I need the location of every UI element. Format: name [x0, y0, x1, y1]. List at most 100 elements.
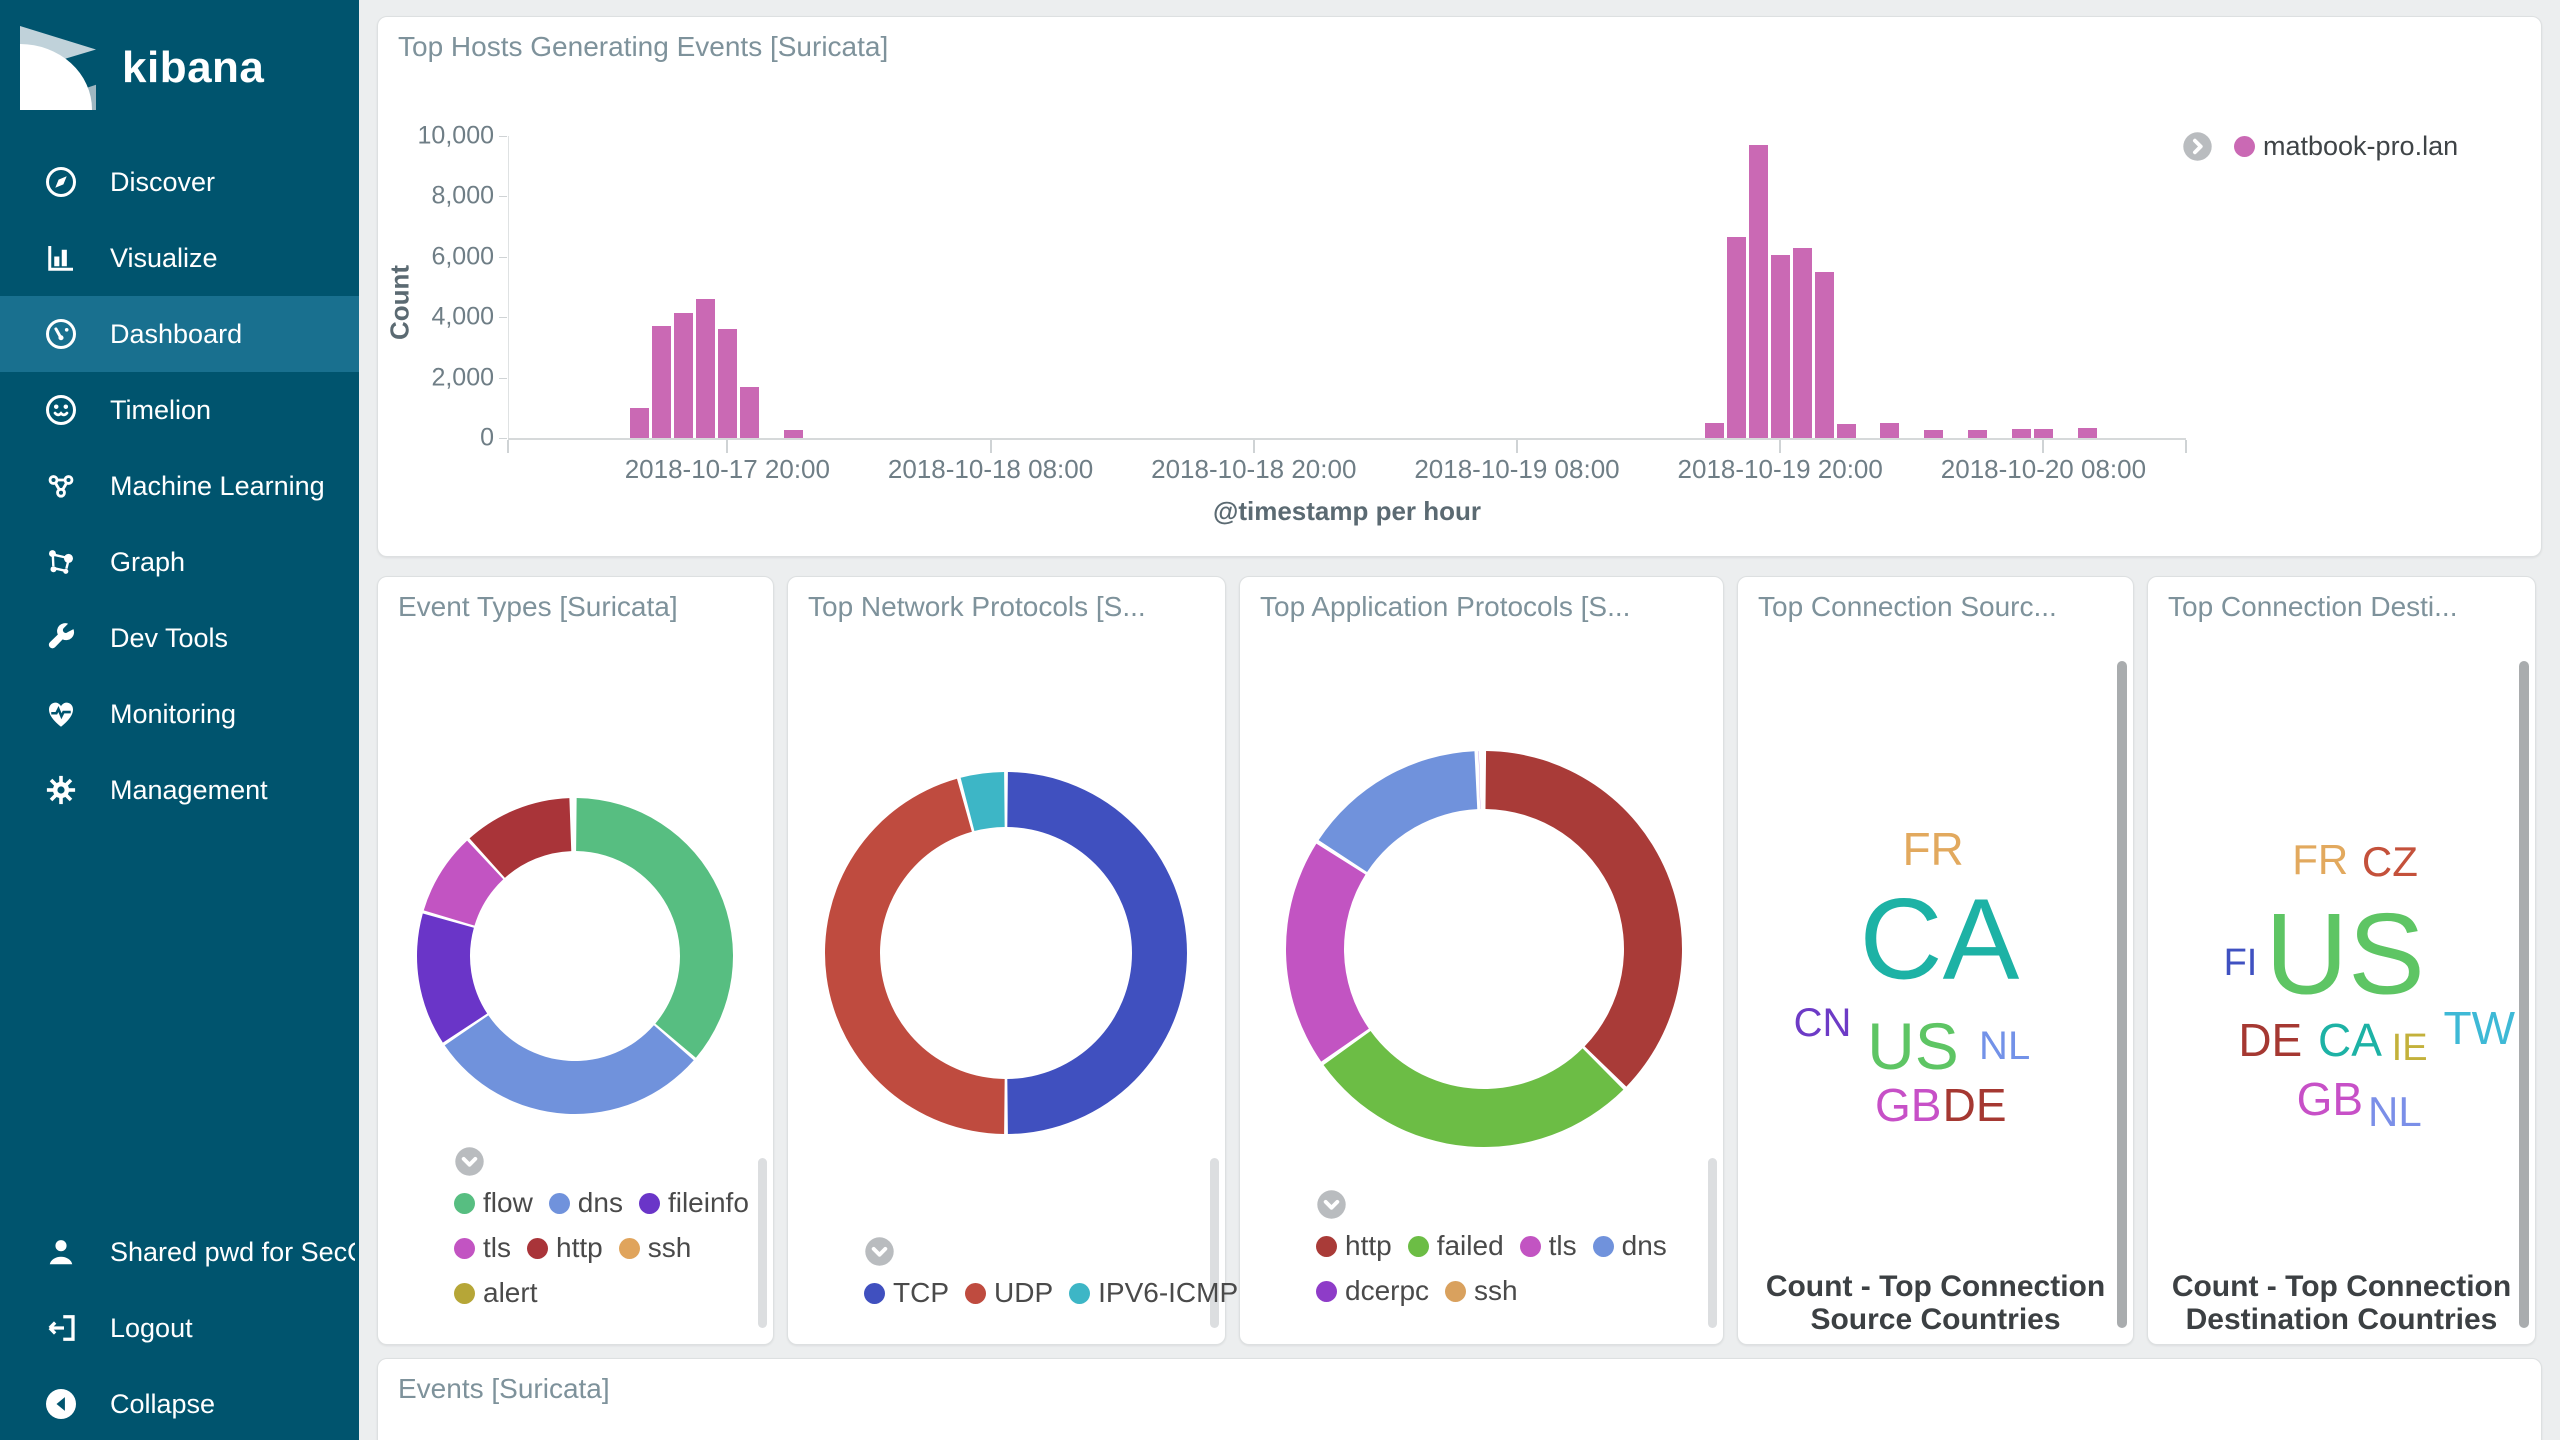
legend-item-flow[interactable]: flow	[454, 1187, 533, 1219]
slice-fileinfo[interactable]: fileinfo 13.9%	[417, 913, 488, 1043]
slice-http[interactable]: http 11.4%	[469, 798, 572, 878]
tag-word-GB[interactable]: GB	[2296, 1073, 2364, 1126]
bar-2018-10-17-16-00[interactable]	[630, 407, 650, 438]
bar-2018-10-17-18-00[interactable]	[673, 312, 693, 438]
sidebar-item-visualize[interactable]: Visualize	[0, 220, 359, 296]
legend-expand-button[interactable]	[2182, 131, 2213, 162]
legend-item-http[interactable]: http	[527, 1232, 603, 1264]
bar-2018-10-20-01-00[interactable]	[1880, 422, 1900, 438]
bar-2018-10-17-21-00[interactable]	[739, 386, 759, 438]
tag-word-DE[interactable]: DE	[2238, 1013, 2303, 1066]
slice-UDP[interactable]: UDP 45.8%	[825, 778, 1005, 1134]
sidebar-item-dev-tools[interactable]: Dev Tools	[0, 600, 359, 676]
legend-item-ssh[interactable]: ssh	[618, 1232, 691, 1264]
sidebar-item-timelion[interactable]: Timelion	[0, 372, 359, 448]
slice-flow[interactable]: flow 36.3%	[576, 798, 733, 1058]
series-color-dot[interactable]	[2234, 136, 2255, 157]
legend-item-dns[interactable]: dns	[1592, 1230, 1667, 1262]
slice-IPV6-ICMP[interactable]: IPV6-ICMP 4.2%	[960, 772, 1005, 832]
management-icon	[42, 771, 80, 809]
legend-item-fileinfo[interactable]: fileinfo	[638, 1187, 749, 1219]
legend-item-IPV6-ICMP[interactable]: IPV6-ICMP	[1069, 1277, 1238, 1309]
bar-2018-10-19-18-00[interactable]	[1726, 237, 1746, 438]
tag-word-NL[interactable]: NL	[1979, 1023, 2031, 1068]
tag-word-CA[interactable]: CA	[2318, 1013, 2382, 1066]
legend-item-alert[interactable]: alert	[454, 1277, 537, 1309]
tag-word-FR[interactable]: FR	[2292, 836, 2349, 884]
legend-item-tls[interactable]: tls	[1519, 1230, 1577, 1262]
tag-word-DE[interactable]: DE	[1942, 1078, 2007, 1131]
tag-word-CA[interactable]: CA	[1859, 875, 2020, 1004]
tag-word-IE[interactable]: IE	[2391, 1026, 2428, 1069]
legend-item-TCP[interactable]: TCP	[864, 1277, 949, 1309]
panel-scrollbar[interactable]	[758, 1158, 767, 1328]
panel-scrollbar[interactable]	[1708, 1158, 1717, 1328]
slice-tls[interactable]: tls 8.7%	[423, 840, 504, 926]
legend-collapse-button[interactable]	[864, 1236, 895, 1267]
series-label[interactable]: matbook-pro.lan	[2263, 131, 2459, 161]
legend-item-failed[interactable]: failed	[1407, 1230, 1504, 1262]
bar-2018-10-19-21-00[interactable]	[1792, 247, 1812, 438]
panel-src-countries: Top Connection Sourc... FR CA CN US NL GB DE C…	[1737, 576, 2134, 1345]
bar-2018-10-19-17-00[interactable]	[1704, 422, 1724, 438]
panel-scrollbar[interactable]	[1210, 1158, 1219, 1328]
slice-http[interactable]: http 37.4%	[1485, 751, 1682, 1087]
bar-2018-10-17-19-00[interactable]	[695, 299, 715, 438]
tag-word-NL[interactable]: NL	[2368, 1087, 2422, 1135]
slice-dcerpc[interactable]: dcerpc 0.35%	[1478, 751, 1481, 810]
sidebar-item-discover[interactable]: Discover	[0, 144, 359, 220]
legend-item-tls[interactable]: tls	[454, 1232, 511, 1264]
tag-word-US[interactable]: US	[1867, 1008, 1959, 1083]
sidebar-item-monitoring[interactable]: Monitoring	[0, 676, 359, 752]
sidebar-item-dashboard[interactable]: Dashboard	[0, 296, 359, 372]
tag-word-GB[interactable]: GB	[1875, 1078, 1942, 1131]
legend-item-label: ssh	[1474, 1275, 1518, 1306]
bar-2018-10-19-19-00[interactable]	[1748, 145, 1768, 438]
legend-item-dns[interactable]: dns	[548, 1187, 623, 1219]
tag-word-TW[interactable]: TW	[2443, 1001, 2516, 1054]
sidebar-item-label: Graph	[110, 546, 186, 577]
tag-word-FI[interactable]: FI	[2223, 941, 2258, 984]
sidebar-item-management[interactable]: Management	[0, 752, 359, 828]
legend-item-ssh[interactable]: ssh	[1445, 1275, 1518, 1307]
bar-2018-10-19-20-00[interactable]	[1770, 255, 1790, 438]
sidebar-item-graph[interactable]: Graph	[0, 524, 359, 600]
bar-2018-10-17-17-00[interactable]	[652, 326, 672, 438]
bar-2018-10-17-23-00[interactable]	[783, 430, 803, 438]
legend-item-UDP[interactable]: UDP	[965, 1277, 1053, 1309]
bar-2018-10-20-03-00[interactable]	[1924, 430, 1944, 438]
sidebar-item-collapse[interactable]: Collapse	[0, 1366, 359, 1440]
collapse-icon	[42, 1385, 80, 1423]
slice-tls[interactable]: tls 18.9%	[1286, 843, 1369, 1062]
tag-word-FR[interactable]: FR	[1902, 822, 1964, 875]
bar-2018-10-19-23-00[interactable]	[1836, 424, 1856, 438]
legend-item-dcerpc[interactable]: dcerpc	[1316, 1275, 1429, 1307]
bar-2018-10-19-22-00[interactable]	[1814, 271, 1834, 438]
bar-2018-10-20-05-00[interactable]	[1968, 429, 1988, 438]
x-axis-tick-label: 2018-10-19 20:00	[1677, 454, 1883, 484]
bar-2018-10-20-07-00[interactable]	[2011, 428, 2031, 438]
sidebar-item-machine-learning[interactable]: Machine Learning	[0, 448, 359, 524]
legend-collapse-button[interactable]	[454, 1146, 485, 1177]
legend-item-http[interactable]: http	[1316, 1230, 1392, 1262]
panel-scrollbar[interactable]	[2117, 661, 2127, 1328]
legend-collapse-button[interactable]	[1316, 1189, 1347, 1220]
tag-word-CZ[interactable]: CZ	[2361, 838, 2418, 886]
sidebar-item-logout[interactable]: Logout	[0, 1290, 359, 1366]
tag-word-CN[interactable]: CN	[1793, 1000, 1852, 1045]
slice-failed[interactable]: failed 27.8%	[1323, 1031, 1624, 1147]
panel-title-network-protocols: Top Network Protocols [S...	[808, 591, 1146, 622]
sidebar-item-shared-pwd-for-seco[interactable]: Shared pwd for SecO	[0, 1214, 359, 1290]
kibana-logo[interactable]: kibana	[20, 26, 264, 110]
bar-2018-10-17-20-00[interactable]	[717, 329, 737, 438]
panel-scrollbar[interactable]	[2519, 661, 2529, 1328]
slice-dns[interactable]: dns 29.3%	[444, 1015, 694, 1114]
slice-dns[interactable]: dns 15.3%	[1318, 751, 1478, 873]
bar-2018-10-20-08-00[interactable]	[2033, 428, 2053, 438]
x-axis-tick-label: 2018-10-19 08:00	[1414, 454, 1620, 484]
slice-TCP[interactable]: TCP 50%	[1007, 772, 1187, 1134]
bar-2018-10-20-10-00[interactable]	[2077, 428, 2097, 438]
sidebar-item-label: Shared pwd for SecO	[110, 1236, 355, 1267]
sidebar-item-label: Dashboard	[110, 318, 243, 349]
tag-word-US[interactable]: US	[2265, 890, 2425, 1019]
